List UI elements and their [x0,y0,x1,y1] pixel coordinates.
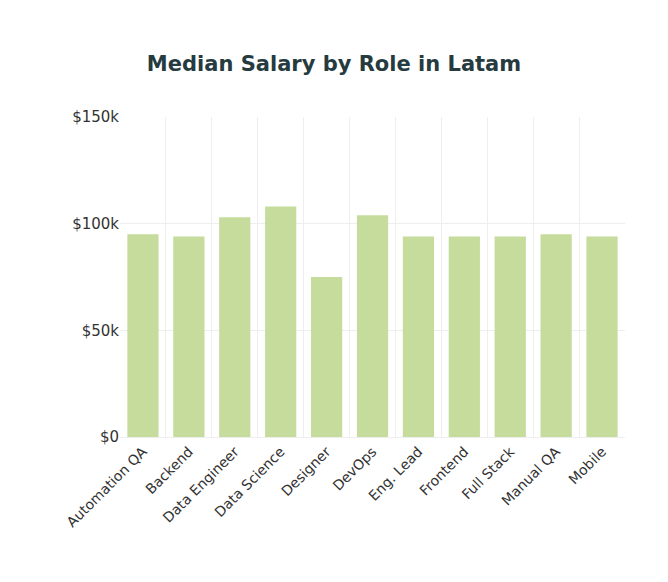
svg-text:$50k: $50k [82,322,120,340]
svg-text:$150k: $150k [72,108,119,126]
svg-text:Automation QA: Automation QA [63,443,150,530]
svg-text:Frontend: Frontend [416,444,471,499]
svg-text:$100k: $100k [72,215,119,233]
svg-text:Mobile: Mobile [565,444,609,488]
svg-text:Backend: Backend [142,444,196,498]
svg-text:DevOps: DevOps [329,444,379,494]
svg-text:$0: $0 [100,428,119,446]
svg-text:Data Engineer: Data Engineer [160,443,242,525]
svg-text:Manual QA: Manual QA [498,443,563,508]
svg-text:Median Salary by Role in Latam: Median Salary by Role in Latam [147,52,521,76]
svg-text:Data Science: Data Science [211,444,287,520]
svg-text:Designer: Designer [278,443,334,499]
svg-text:Full Stack: Full Stack [459,443,518,502]
svg-text:Eng. Lead: Eng. Lead [365,444,425,504]
